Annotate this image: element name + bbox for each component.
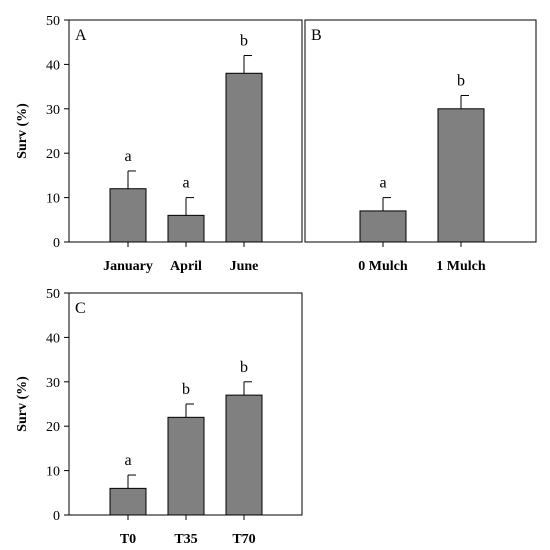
panel-c-ytick-label: 40 [46, 331, 60, 346]
panel-c-significance-letter: b [240, 359, 248, 376]
panel-a-significance-letter: b [240, 33, 248, 50]
panel-b-significance-letter: a [379, 175, 386, 192]
panel-c-ylabel: Surv (%) [15, 376, 30, 432]
panel-c-ytick-label: 50 [46, 287, 60, 302]
panel-b-category-label: 1 Mulch [436, 259, 486, 274]
panel-a-significance-letter: a [124, 148, 131, 165]
panel-c-letter: C [75, 300, 86, 317]
panel-c-bar [109, 487, 147, 516]
panel-a-category-label: June [230, 259, 259, 274]
panel-a-ytick-label: 50 [46, 14, 60, 29]
panel-a-ytick-label: 40 [46, 58, 60, 73]
panel-c-bar [167, 416, 205, 516]
panel-a-category-label: April [170, 259, 202, 274]
panel-c-ytick-label: 20 [46, 420, 60, 435]
panel-a-ytick-label: 10 [46, 192, 60, 207]
panel-a-letter: A [75, 27, 87, 44]
panel-c-significance-letter: b [182, 381, 190, 398]
panel-b-bar [437, 108, 485, 243]
panel-c-ytick-label: 10 [46, 465, 60, 480]
panel-b-frame [304, 19, 537, 243]
panel-a-ytick-label: 30 [46, 103, 60, 118]
panel-a-ylabel: Surv (%) [15, 103, 30, 159]
panel-a-bar [109, 188, 147, 243]
panel-c-category-label: T0 [120, 532, 136, 547]
panel-a-category-label: January [103, 259, 153, 274]
panel-b-category-label: 0 Mulch [358, 259, 408, 274]
panel-a-bar [225, 72, 263, 243]
panel-b-letter: B [311, 27, 322, 44]
panel-c-bar [225, 394, 263, 516]
panel-b-significance-letter: b [457, 72, 465, 89]
panel-c-category-label: T35 [174, 532, 197, 547]
panel-c-ytick-label: 30 [46, 376, 60, 391]
panel-b-bar [359, 210, 407, 243]
panel-c-category-label: T70 [232, 532, 255, 547]
panel-a-ytick-label: 20 [46, 147, 60, 162]
panel-c-significance-letter: a [124, 452, 131, 469]
panel-a-ytick-label: 0 [53, 236, 60, 251]
panel-c-ytick-label: 0 [53, 509, 60, 524]
panel-a-significance-letter: a [182, 175, 189, 192]
panel-a-bar [167, 214, 205, 243]
